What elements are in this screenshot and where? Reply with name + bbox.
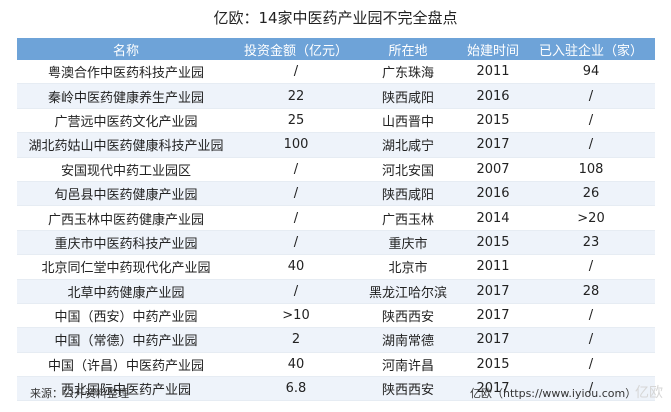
cell-founded: 2016 <box>459 83 527 109</box>
cell-location: 重庆市 <box>357 230 459 256</box>
cell-location: 湖北咸宁 <box>357 132 459 158</box>
cell-companies: / <box>527 254 655 280</box>
header-location: 所在地 <box>357 38 459 60</box>
table-row: 中国（常德）中药产业园 2 湖南常德 2017/ <box>17 327 655 353</box>
cell-location: 河北安国 <box>357 157 459 182</box>
source-note: 来源：公开资料整理 <box>30 387 129 400</box>
credit-note: 亿欧（https://www.iyiou.com） <box>470 387 637 400</box>
cell-companies: / <box>527 352 655 378</box>
cell-name: 广西玉林中医药健康产业园 <box>17 205 235 231</box>
header-investment: 投资金额（亿元） <box>235 38 357 60</box>
cell-name: 中国（常德）中药产业园 <box>17 327 235 353</box>
cell-location: 北京市 <box>357 254 459 280</box>
table-header-row: 名称 投资金额（亿元） 所在地 始建时间 已入驻企业（家） <box>17 38 655 60</box>
cell-location: 陕西咸阳 <box>357 83 459 109</box>
cell-companies: / <box>527 303 655 329</box>
table-row: 重庆市中医药科技产业园 / 重庆市 2015 23 <box>17 230 655 256</box>
table-body: 粤澳合作中医药科技产业园 / 广东珠海 2011 94 秦岭中医药健康养生产业园 22 陕西咸… <box>17 60 655 402</box>
table-row: 广西玉林中医药健康产业园 / 广西玉林 2014 >20 <box>17 205 655 231</box>
header-name: 名称 <box>17 38 235 60</box>
cell-founded: 2015 <box>459 352 527 378</box>
cell-name: 安国现代中药工业园区 <box>17 157 235 182</box>
cell-investment: 2 <box>235 327 357 353</box>
header-founded: 始建时间 <box>459 38 527 60</box>
cell-location: 陕西西安 <box>357 303 459 329</box>
cell-founded: 2015 <box>459 230 527 256</box>
cell-name: 北草中药健康产业园 <box>17 279 235 304</box>
cell-companies: / <box>527 83 655 109</box>
cell-companies: 26 <box>527 181 655 207</box>
cell-investment: 6.8 <box>235 376 357 402</box>
cell-location: 黑龙江哈尔滨 <box>357 279 459 304</box>
cell-name: 旬邑县中医药健康产业园 <box>17 181 235 207</box>
table-row: 北草中药健康产业园 / 黑龙江哈尔滨 2017 28 <box>17 279 655 304</box>
header-companies: 已入驻企业（家） <box>527 38 655 60</box>
watermark-logo: 亿欧 <box>635 385 663 401</box>
table-row: 湖北药姑山中医药健康科技产业园 100 湖北咸宁 2017/ <box>17 132 655 158</box>
cell-companies: 23 <box>527 230 655 256</box>
table-row: 安国现代中药工业园区 / 河北安国 2007 108 <box>17 157 655 182</box>
cell-founded: 2017 <box>459 327 527 353</box>
table-row: 广营远中医药文化产业园 25 山西晋中 2015/ <box>17 108 655 134</box>
table-row: 秦岭中医药健康养生产业园 22 陕西咸阳 2016/ <box>17 83 655 109</box>
cell-companies: 94 <box>527 60 655 85</box>
cell-investment: / <box>235 279 357 304</box>
cell-name: 秦岭中医药健康养生产业园 <box>17 83 235 109</box>
cell-companies: / <box>527 132 655 158</box>
cell-companies: / <box>527 108 655 134</box>
cell-name: 北京同仁堂中药现代化产业园 <box>17 254 235 280</box>
cell-investment: / <box>235 230 357 256</box>
cell-investment: 100 <box>235 132 357 158</box>
cell-companies: / <box>527 376 655 402</box>
cell-companies: / <box>527 327 655 353</box>
cell-founded: 2011 <box>459 60 527 85</box>
cell-investment: 40 <box>235 352 357 378</box>
cell-founded: 2017 <box>459 279 527 304</box>
cell-location: 广西玉林 <box>357 205 459 231</box>
cell-investment: 40 <box>235 254 357 280</box>
cell-name: 广营远中医药文化产业园 <box>17 108 235 134</box>
cell-founded: 2016 <box>459 181 527 207</box>
cell-name: 西北国际中医药产业园 <box>17 376 235 402</box>
cell-location: 陕西西安 <box>357 376 459 402</box>
cell-founded: 2011 <box>459 254 527 280</box>
table-row: 北京同仁堂中药现代化产业园 40 北京市 2011/ <box>17 254 655 280</box>
cell-location: 湖南常德 <box>357 327 459 353</box>
cell-name: 中国（西安）中药产业园 <box>17 303 235 329</box>
cell-founded: 2014 <box>459 205 527 231</box>
cell-founded: 2015 <box>459 108 527 134</box>
industrial-park-table: 名称 投资金额（亿元） 所在地 始建时间 已入驻企业（家） 粤澳合作中医药科技产… <box>17 38 655 402</box>
cell-founded: 2017 <box>459 303 527 329</box>
cell-investment: >10 <box>235 303 357 329</box>
cell-location: 陕西咸阳 <box>357 181 459 207</box>
cell-companies: 28 <box>527 279 655 304</box>
cell-investment: / <box>235 60 357 85</box>
table-row: 粤澳合作中医药科技产业园 / 广东珠海 2011 94 <box>17 60 655 85</box>
cell-founded: 2007 <box>459 157 527 182</box>
cell-investment: / <box>235 181 357 207</box>
cell-investment: 22 <box>235 83 357 109</box>
cell-name: 中国（许昌）中医药产业园 <box>17 352 235 378</box>
cell-investment: / <box>235 157 357 182</box>
table-row: 中国（西安）中药产业园 >10 陕西西安 2017/ <box>17 303 655 329</box>
table-row: 中国（许昌）中医药产业园 40 河南许昌 2015/ <box>17 352 655 378</box>
cell-name: 湖北药姑山中医药健康科技产业园 <box>17 132 235 158</box>
cell-location: 河南许昌 <box>357 352 459 378</box>
cell-name: 重庆市中医药科技产业园 <box>17 230 235 256</box>
cell-companies: 108 <box>527 157 655 182</box>
cell-location: 广东珠海 <box>357 60 459 85</box>
cell-location: 山西晋中 <box>357 108 459 134</box>
cell-name: 粤澳合作中医药科技产业园 <box>17 60 235 85</box>
table-row: 西北国际中医药产业园 6.8 陕西西安 2017/ <box>17 376 655 402</box>
cell-founded: 2017 <box>459 376 527 402</box>
table-row: 旬邑县中医药健康产业园 / 陕西咸阳 2016 26 <box>17 181 655 207</box>
cell-companies: >20 <box>527 205 655 231</box>
page-title: 亿欧：14家中医药产业园不完全盘点 <box>213 9 458 27</box>
cell-founded: 2017 <box>459 132 527 158</box>
cell-investment: / <box>235 205 357 231</box>
cell-investment: 25 <box>235 108 357 134</box>
